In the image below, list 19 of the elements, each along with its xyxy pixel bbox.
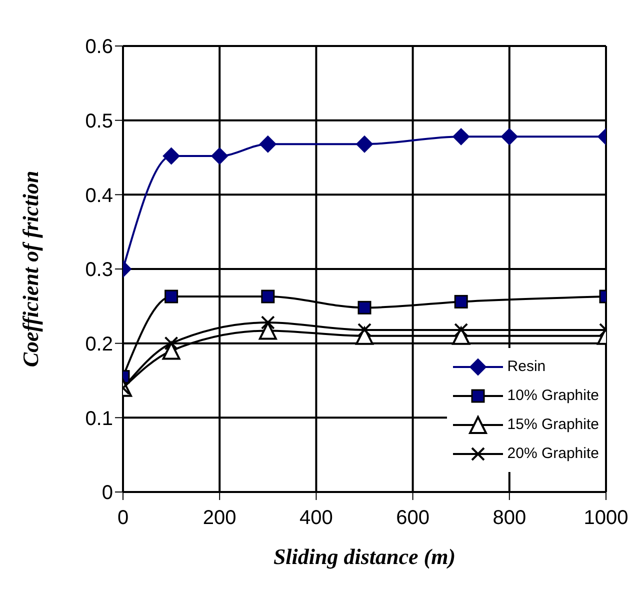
legend-label: 10% Graphite	[507, 387, 599, 404]
x-tick-label: 200	[202, 507, 236, 530]
y-axis-title: Coefficient of friction	[18, 170, 43, 368]
y-tick-label: 0.6	[85, 36, 113, 58]
y-tick-label: 0.3	[85, 259, 113, 282]
x-tick-label: 800	[492, 507, 526, 530]
y-tick-label: 0	[102, 482, 113, 504]
y-tick-label: 0.4	[85, 184, 113, 207]
legend-label: Resin	[507, 358, 546, 375]
x-tick-label: 0	[117, 507, 129, 530]
legend-label: 20% Graphite	[507, 445, 599, 462]
y-tick-label: 0.2	[85, 333, 113, 356]
x-tick-label: 600	[396, 507, 430, 530]
x-tick-label: 400	[300, 507, 333, 530]
y-tick-label: 0.1	[85, 408, 113, 430]
legend-label: 15% Graphite	[507, 416, 599, 433]
x-tick-label: 1000	[584, 507, 628, 530]
x-axis-title: Sliding distance (m)	[273, 544, 456, 569]
y-tick-label: 0.5	[85, 110, 113, 132]
